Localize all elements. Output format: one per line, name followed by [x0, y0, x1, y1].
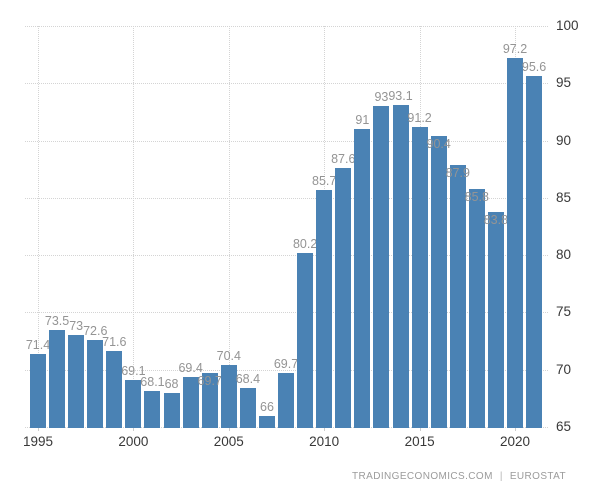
bar-value-label-2020: 97.2 [502, 42, 528, 57]
bar-2010[interactable] [316, 189, 333, 428]
gridline-y-80 [25, 255, 548, 257]
bar-2021[interactable] [526, 76, 543, 428]
bar-value-label-2015: 91.2 [407, 110, 432, 125]
y-axis-label-75: 75 [556, 304, 572, 320]
x-axis-label-2005: 2005 [213, 434, 244, 449]
y-axis-label-100: 100 [556, 18, 579, 33]
bar-1998[interactable] [87, 339, 104, 428]
bar-value-label-2011: 87.6 [331, 152, 356, 167]
bar-2020[interactable] [507, 58, 523, 428]
bar-1996[interactable] [49, 329, 66, 428]
bar-value-label-2021: 95.6 [521, 60, 547, 75]
gridline-y-85 [25, 197, 548, 199]
bar-2008[interactable] [278, 373, 295, 428]
bar-2005[interactable] [220, 365, 237, 428]
gridline-x-2000 [133, 26, 135, 427]
gridline-y-75 [25, 312, 548, 314]
gridline-y-90 [25, 140, 548, 142]
bar-value-label-1999: 71.6 [102, 335, 127, 350]
bar-2002[interactable] [163, 392, 180, 428]
bar-value-label-2003: 69.4 [178, 360, 203, 375]
bar-2003[interactable] [182, 376, 199, 428]
x-axis-tick-2020 [515, 427, 516, 431]
bar-value-label-2017: 87.9 [445, 165, 470, 180]
gridline-y-95 [25, 83, 548, 85]
bar-value-label-2000: 69.1 [121, 364, 146, 379]
bar-value-label-2004: 69.7 [197, 374, 222, 389]
y-axis-label-85: 85 [556, 189, 572, 205]
bar-value-label-2006: 68.4 [235, 372, 261, 387]
x-axis-label-2015: 2015 [404, 434, 435, 449]
bar-value-label-1996: 73.5 [44, 313, 70, 328]
bar-2018[interactable] [468, 188, 485, 428]
y-axis-label-95: 95 [556, 75, 572, 91]
bar-value-label-2008: 69.7 [273, 357, 299, 372]
bar-2013[interactable] [373, 106, 390, 428]
bar-2014[interactable] [392, 105, 409, 428]
y-axis-label-65: 65 [556, 419, 572, 434]
bar-2009[interactable] [297, 252, 314, 428]
bar-1999[interactable] [106, 351, 123, 428]
footer-source-link[interactable]: EUROSTAT [509, 471, 566, 482]
bar-value-label-2007: 66 [260, 399, 274, 414]
x-axis-label-1995: 1995 [22, 434, 54, 449]
chart-footer: TRADINGECONOMICS.COM | EUROSTAT [352, 471, 566, 482]
bar-value-label-2005: 70.4 [216, 349, 241, 364]
footer-separator: | [499, 471, 503, 482]
footer-brand-link[interactable]: TRADINGECONOMICS.COM [352, 471, 493, 482]
gridline-x-1995 [38, 26, 39, 427]
bar-1997[interactable] [68, 335, 85, 428]
bar-value-label-2009: 80.2 [292, 236, 318, 251]
bar-2017[interactable] [449, 164, 466, 428]
x-axis-label-2010: 2010 [309, 434, 340, 449]
bar-2015[interactable] [411, 126, 428, 428]
bar-value-label-2019: 83.8 [483, 212, 509, 227]
gridline-x-2005 [228, 26, 230, 427]
bar-value-label-2013: 93 [374, 90, 389, 105]
bar-value-label-2016: 90.4 [426, 136, 451, 151]
bar-value-label-1997: 73 [69, 319, 84, 334]
bar-2007[interactable] [258, 415, 275, 428]
x-axis-tick-1995 [38, 427, 39, 431]
y-axis-label-80: 80 [556, 247, 572, 263]
bar-value-label-2014: 93.1 [388, 89, 413, 104]
x-axis-tick-2010 [324, 427, 326, 431]
bar-2004[interactable] [201, 373, 218, 428]
gridline-y-100 [25, 26, 548, 27]
bar-value-label-2002: 68 [164, 376, 179, 391]
x-axis-tick-2005 [228, 427, 230, 431]
x-axis-tick-2000 [133, 427, 135, 431]
bar-value-label-2018: 85.8 [464, 189, 489, 204]
bar-2019[interactable] [487, 211, 504, 428]
gridline-y-70 [25, 369, 548, 371]
bar-2016[interactable] [430, 135, 447, 428]
y-axis-label-70: 70 [556, 361, 572, 377]
bar-2006[interactable] [239, 388, 256, 428]
x-axis-tick-2015 [419, 427, 421, 431]
bar-value-label-1995: 71.4 [25, 337, 51, 352]
x-axis-label-2000: 2000 [118, 434, 149, 449]
bar-value-label-1998: 72.6 [83, 323, 108, 338]
bar-2011[interactable] [335, 168, 352, 428]
y-axis-label-90: 90 [556, 132, 572, 148]
bar-value-label-2012: 91 [355, 113, 370, 128]
bar-2012[interactable] [354, 129, 371, 428]
x-axis-label-2020: 2020 [499, 434, 531, 449]
bar-2001[interactable] [144, 391, 161, 428]
bar-2000[interactable] [125, 380, 142, 428]
bar-value-label-2001: 68.1 [140, 375, 165, 390]
bar-value-label-2010: 85.7 [312, 173, 337, 188]
bar-1995[interactable] [30, 353, 46, 428]
